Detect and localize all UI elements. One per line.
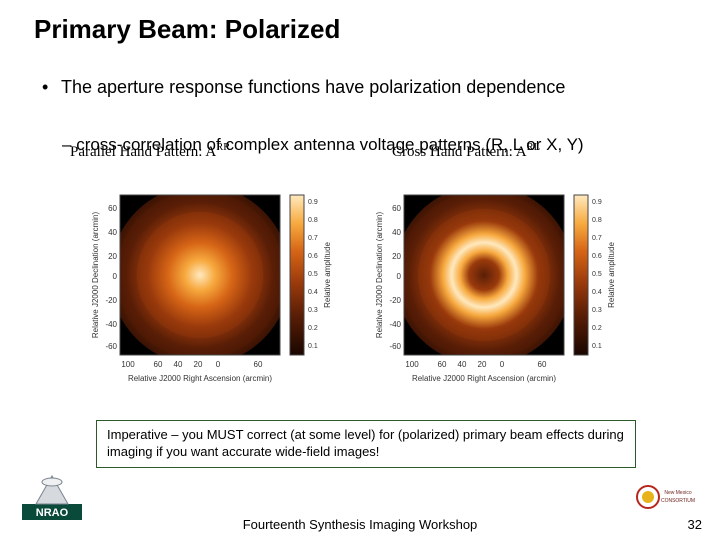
svg-text:100: 100: [121, 360, 135, 369]
svg-text:0.5: 0.5: [308, 271, 318, 278]
svg-text:0.4: 0.4: [308, 289, 318, 296]
slide-title: Primary Beam: Polarized: [34, 14, 340, 45]
svg-text:20: 20: [478, 360, 487, 369]
svg-text:0.2: 0.2: [592, 325, 602, 332]
svg-text:0.3: 0.3: [308, 307, 318, 314]
pattern-label-right-text: Cross Hand Pattern: A: [392, 144, 527, 160]
svg-text:40: 40: [392, 228, 401, 237]
chart-cross-hand: 60 40 20 0 -20 -40 -60 100 60 40 20 0 60 Relative…: [370, 185, 620, 395]
svg-text:0.7: 0.7: [308, 235, 318, 242]
charts-row: 60 40 20 0 -20 -40 -60 100 60 40 20 0 60 Relative…: [86, 185, 620, 395]
svg-text:0.8: 0.8: [592, 217, 602, 224]
svg-text:0.8: 0.8: [308, 217, 318, 224]
pattern-label-right-sup: RL: [527, 142, 540, 153]
svg-text:60: 60: [438, 360, 447, 369]
svg-text:40: 40: [174, 360, 183, 369]
svg-text:0.3: 0.3: [592, 307, 602, 314]
svg-text:0: 0: [113, 272, 118, 281]
svg-text:20: 20: [108, 252, 117, 261]
svg-text:0: 0: [216, 360, 221, 369]
consortium-logo: New Mexico CONSORTIUM: [634, 482, 700, 512]
xlabel2: Relative J2000 Right Ascension (arcmin): [412, 374, 556, 383]
footer-text: Fourteenth Synthesis Imaging Workshop: [0, 517, 720, 532]
pattern-label-left-text: Parallel Hand Pattern: A: [70, 144, 216, 160]
svg-text:0.1: 0.1: [592, 343, 602, 350]
ylabel2: Relative J2000 Declination (arcmin): [375, 212, 384, 339]
bullet-text: The aperture response functions have pol…: [61, 76, 671, 99]
cbar-label: Relative amplitude: [323, 242, 332, 308]
cbar-label2: Relative amplitude: [607, 242, 616, 308]
callout-box: Imperative – you MUST correct (at some l…: [96, 420, 636, 468]
pattern-label-left-sup: RR: [216, 142, 230, 153]
nrao-logo: NRAO: [22, 470, 82, 520]
svg-text:0.6: 0.6: [308, 253, 318, 260]
svg-text:60: 60: [154, 360, 163, 369]
svg-text:0: 0: [397, 272, 402, 281]
page-number: 32: [688, 517, 702, 532]
svg-text:20: 20: [194, 360, 203, 369]
svg-text:0: 0: [500, 360, 505, 369]
bullet-marker: •: [42, 76, 56, 99]
svg-text:CONSORTIUM: CONSORTIUM: [661, 498, 695, 504]
svg-text:-60: -60: [105, 342, 117, 351]
svg-text:0.9: 0.9: [592, 199, 602, 206]
svg-text:60: 60: [254, 360, 263, 369]
svg-text:20: 20: [392, 252, 401, 261]
svg-text:60: 60: [392, 204, 401, 213]
svg-text:60: 60: [108, 204, 117, 213]
chart-parallel-hand: 60 40 20 0 -20 -40 -60 100 60 40 20 0 60 Relative…: [86, 185, 336, 395]
svg-text:-40: -40: [389, 320, 401, 329]
svg-text:40: 40: [458, 360, 467, 369]
svg-text:60: 60: [538, 360, 547, 369]
svg-text:40: 40: [108, 228, 117, 237]
svg-text:0.9: 0.9: [308, 199, 318, 206]
pattern-label-left: Parallel Hand Pattern: ARR: [70, 142, 230, 161]
svg-text:0.2: 0.2: [308, 325, 318, 332]
svg-text:New Mexico: New Mexico: [664, 490, 691, 496]
svg-text:100: 100: [405, 360, 419, 369]
svg-text:-20: -20: [389, 296, 401, 305]
svg-text:-40: -40: [105, 320, 117, 329]
svg-text:0.1: 0.1: [308, 343, 318, 350]
svg-text:0.5: 0.5: [592, 271, 602, 278]
svg-text:0.6: 0.6: [592, 253, 602, 260]
svg-text:-60: -60: [389, 342, 401, 351]
svg-text:0.7: 0.7: [592, 235, 602, 242]
pattern-label-right: Cross Hand Pattern: ARL: [392, 142, 540, 161]
bullet-level1: • The aperture response functions have p…: [42, 76, 682, 99]
ylabel: Relative J2000 Declination (arcmin): [91, 212, 100, 339]
svg-text:0.4: 0.4: [592, 289, 602, 296]
xlabel: Relative J2000 Right Ascension (arcmin): [128, 374, 272, 383]
svg-text:-20: -20: [105, 296, 117, 305]
